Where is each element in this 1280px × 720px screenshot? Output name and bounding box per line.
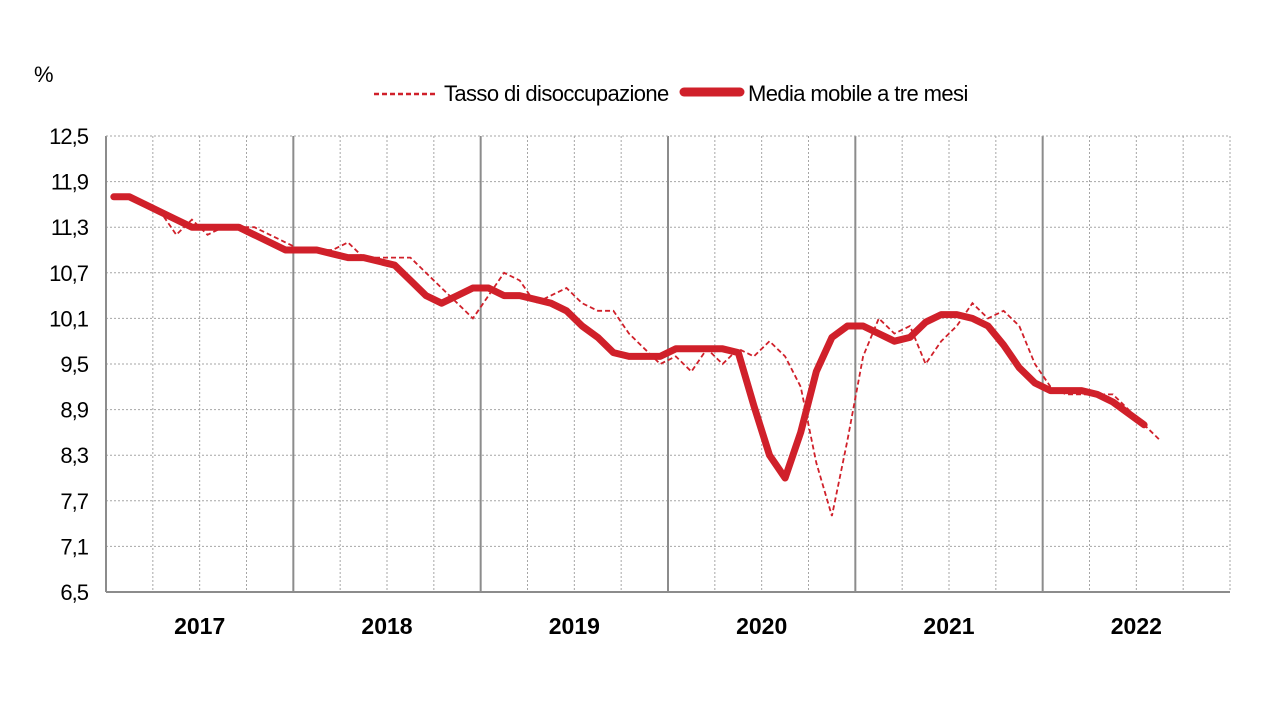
y-tick-label: 7,7 [60, 489, 88, 514]
x-tick-label-year: 2017 [174, 613, 225, 639]
y-axis-ticks: 12,5 11,9 11,3 10,7 10,1 9,5 8,9 8,3 7,7 7,1 6,5 [49, 124, 90, 605]
x-tick-label-year: 2022 [1111, 613, 1162, 639]
y-tick-label: 9,5 [60, 352, 88, 377]
y-tick-label: 7,1 [60, 534, 88, 559]
legend-label-tasso-di-disoccupazione: Tasso di disoccupazione [444, 81, 669, 106]
x-axis-ticks: 2017 2018 2019 2020 2021 2022 [174, 613, 1162, 639]
x-tick-label-year: 2018 [361, 613, 412, 639]
x-tick-label-year: 2021 [923, 613, 974, 639]
y-tick-label: 10,7 [49, 261, 89, 286]
y-tick-label: 8,9 [60, 398, 88, 423]
y-tick-label: 12,5 [49, 124, 89, 149]
y-tick-label: 11,9 [51, 170, 89, 195]
grid [105, 135, 1231, 593]
x-tick-label-year: 2019 [549, 613, 600, 639]
series-lines [110, 193, 1161, 517]
y-axis-unit-label: % [34, 62, 54, 87]
y-tick-label: 11,3 [51, 215, 89, 240]
legend-label-media-mobile-a-tre-mesi: Media mobile a tre mesi [748, 81, 968, 106]
legend: Tasso di disoccupazione Media mobile a t… [374, 81, 968, 106]
y-tick-label: 10,1 [49, 306, 89, 331]
x-tick-label-year: 2020 [736, 613, 787, 639]
y-tick-label: 6,5 [60, 580, 88, 605]
y-tick-label: 8,3 [60, 443, 88, 468]
series-line-media-mobile [110, 193, 1148, 482]
